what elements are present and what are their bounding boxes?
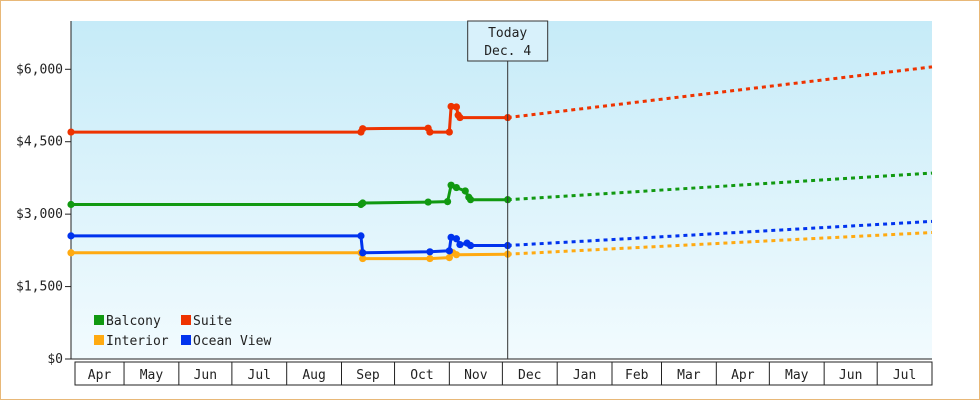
series-balcony bbox=[67, 171, 933, 209]
data-point bbox=[456, 113, 464, 122]
data-point bbox=[357, 232, 365, 240]
legend-swatch bbox=[94, 335, 104, 345]
data-point bbox=[466, 241, 475, 250]
data-point bbox=[452, 235, 461, 243]
data-point bbox=[426, 248, 434, 256]
x-tick-label: Aug bbox=[302, 368, 325, 383]
data-point bbox=[456, 240, 464, 249]
x-tick-label: May bbox=[785, 368, 809, 383]
legend-swatch bbox=[181, 335, 191, 345]
data-point bbox=[359, 249, 367, 257]
legend-label: Ocean View bbox=[193, 334, 271, 349]
x-tick-label: May bbox=[140, 368, 164, 383]
y-tick-label: $6,000 bbox=[16, 62, 63, 77]
data-point bbox=[452, 103, 461, 111]
legend-label: Suite bbox=[193, 314, 232, 329]
y-tick-label: $1,500 bbox=[16, 280, 63, 295]
legend-label: Balcony bbox=[106, 314, 161, 329]
today-box bbox=[467, 20, 549, 62]
data-point bbox=[452, 251, 461, 259]
data-point bbox=[426, 128, 434, 136]
data-point bbox=[359, 125, 367, 133]
data-point bbox=[359, 199, 367, 207]
legend-item: Suite bbox=[181, 314, 232, 329]
x-tick-label: Oct bbox=[410, 368, 433, 383]
data-point bbox=[452, 183, 461, 192]
x-tick-label: Jan bbox=[573, 368, 596, 383]
data-point bbox=[67, 200, 75, 209]
x-tick-label: Mar bbox=[677, 368, 701, 383]
data-point bbox=[67, 232, 75, 240]
x-tick-label: Jun bbox=[839, 368, 862, 383]
data-point bbox=[445, 128, 453, 136]
x-tick-label: Feb bbox=[625, 368, 649, 383]
legend-item: Balcony bbox=[94, 314, 161, 329]
series-suite bbox=[67, 65, 933, 136]
legend-swatch bbox=[94, 315, 104, 325]
x-tick-label: Sep bbox=[356, 368, 380, 383]
x-tick-label: Dec bbox=[518, 368, 541, 383]
data-point bbox=[461, 187, 469, 195]
x-tick-label: Apr bbox=[88, 368, 112, 383]
data-point bbox=[443, 197, 452, 206]
forecast-line bbox=[507, 171, 933, 202]
series-ocean-view bbox=[67, 219, 933, 257]
forecast-line bbox=[507, 219, 933, 247]
x-tick-label: Apr bbox=[731, 368, 755, 383]
data-point bbox=[426, 254, 434, 263]
legend-item: Ocean View bbox=[181, 334, 271, 349]
x-tick-label: Jul bbox=[893, 368, 916, 383]
legend-swatch bbox=[181, 315, 191, 325]
plot-area-background bbox=[71, 21, 932, 359]
data-point bbox=[424, 198, 432, 206]
month-axis-band bbox=[74, 361, 933, 386]
today-date: Dec. 4 bbox=[484, 44, 531, 59]
y-tick-label: $0 bbox=[47, 352, 63, 367]
x-tick-label: Nov bbox=[464, 368, 488, 383]
legend-label: Interior bbox=[106, 334, 169, 349]
data-point bbox=[445, 247, 453, 255]
y-tick-label: $4,500 bbox=[16, 135, 63, 150]
forecast-line bbox=[507, 231, 933, 256]
today-label: Today bbox=[488, 26, 527, 41]
data-point bbox=[67, 249, 75, 257]
legend-item: Interior bbox=[94, 334, 169, 349]
x-tick-label: Jun bbox=[194, 368, 217, 383]
y-tick-label: $3,000 bbox=[16, 207, 63, 222]
data-point bbox=[447, 102, 455, 111]
x-tick-label: Jul bbox=[248, 368, 271, 383]
data-point bbox=[466, 196, 475, 204]
data-point bbox=[359, 254, 367, 263]
data-point bbox=[67, 128, 75, 136]
